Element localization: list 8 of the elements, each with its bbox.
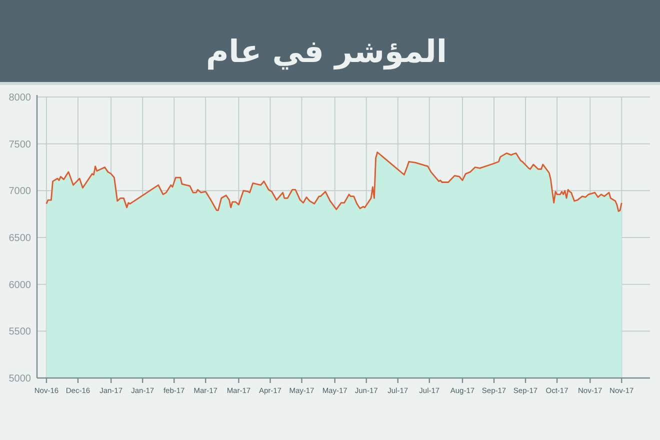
chart-title: المؤشر في عام [206,34,447,70]
y-tick-label: 6500 [8,233,32,244]
y-tick-label: 5000 [8,374,32,384]
y-tick-label: 6000 [8,280,32,291]
y-tick-label: 5500 [8,326,32,338]
y-tick-label: 7500 [8,139,32,150]
y-tick-label: 8000 [8,92,32,104]
y-tick-label: 7000 [8,186,32,198]
